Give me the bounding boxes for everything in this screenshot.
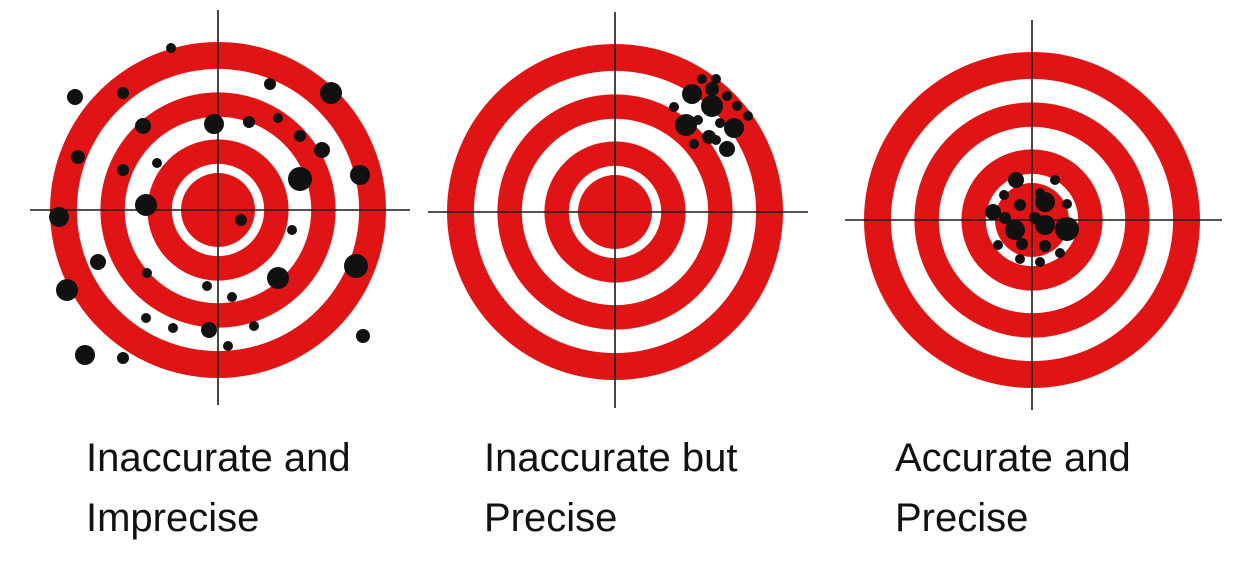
shot-hole bbox=[344, 254, 368, 278]
shot-hole bbox=[675, 114, 697, 136]
shot-hole bbox=[75, 345, 95, 365]
shot-hole bbox=[142, 268, 152, 278]
caption-accurate-precise: Accurate and Precise bbox=[895, 428, 1131, 548]
shot-hole bbox=[49, 207, 69, 227]
shot-hole bbox=[1055, 217, 1079, 241]
shot-hole bbox=[202, 281, 212, 291]
shot-hole bbox=[117, 87, 129, 99]
shot-hole bbox=[356, 329, 370, 343]
shot-hole bbox=[320, 82, 342, 104]
shot-hole bbox=[732, 101, 742, 111]
shot-hole bbox=[1039, 240, 1051, 252]
shot-hole bbox=[67, 89, 83, 105]
caption-line: Precise bbox=[895, 496, 1029, 540]
caption-inaccurate-imprecise: Inaccurate and Imprecise bbox=[86, 428, 351, 548]
shot-hole bbox=[1035, 257, 1045, 267]
shot-hole bbox=[90, 254, 106, 270]
shot-hole bbox=[689, 139, 699, 149]
caption-line: Precise bbox=[484, 496, 618, 540]
caption-line: Inaccurate and bbox=[86, 436, 351, 480]
target-inaccurate-imprecise bbox=[30, 10, 410, 405]
shot-hole bbox=[135, 118, 151, 134]
shot-hole bbox=[1014, 199, 1026, 211]
caption-line: Inaccurate but bbox=[484, 436, 738, 480]
shot-hole bbox=[201, 322, 217, 338]
shot-hole bbox=[264, 78, 276, 90]
shot-hole bbox=[168, 323, 178, 333]
shot-hole bbox=[135, 194, 157, 216]
shot-hole bbox=[287, 225, 297, 235]
shot-hole bbox=[711, 135, 721, 145]
shot-hole bbox=[743, 111, 753, 121]
caption-inaccurate-precise: Inaccurate but Precise bbox=[484, 428, 738, 548]
shot-hole bbox=[993, 240, 1003, 250]
caption-line: Imprecise bbox=[86, 496, 260, 540]
shot-hole bbox=[294, 130, 306, 142]
shot-hole bbox=[249, 321, 259, 331]
shot-hole bbox=[204, 114, 224, 134]
shot-hole bbox=[117, 164, 129, 176]
shot-hole bbox=[705, 82, 719, 96]
shot-hole bbox=[719, 141, 735, 157]
shot-hole bbox=[1035, 192, 1055, 212]
shot-hole bbox=[724, 118, 744, 138]
shot-hole bbox=[697, 74, 707, 84]
shot-hole bbox=[1015, 254, 1025, 264]
shot-hole bbox=[56, 279, 78, 301]
shot-hole bbox=[999, 212, 1011, 224]
caption-line: Accurate and bbox=[895, 436, 1131, 480]
shot-hole bbox=[682, 84, 702, 104]
shot-hole bbox=[1008, 172, 1024, 188]
shot-hole bbox=[141, 313, 151, 323]
shot-hole bbox=[722, 91, 732, 101]
shot-hole bbox=[267, 267, 289, 289]
shot-hole bbox=[117, 352, 129, 364]
target-inaccurate-precise bbox=[428, 12, 808, 408]
target-accurate-precise bbox=[845, 20, 1222, 410]
shot-hole bbox=[223, 341, 233, 351]
shot-hole bbox=[227, 292, 237, 302]
shot-hole bbox=[669, 102, 679, 112]
shot-hole bbox=[166, 43, 176, 53]
shot-hole bbox=[350, 165, 370, 185]
shot-hole bbox=[1050, 175, 1060, 185]
shot-hole bbox=[1055, 248, 1065, 258]
shot-hole bbox=[152, 158, 162, 168]
shot-hole bbox=[288, 167, 312, 191]
shot-hole bbox=[243, 116, 255, 128]
shot-hole bbox=[314, 142, 330, 158]
shot-hole bbox=[1005, 220, 1025, 240]
shot-hole bbox=[701, 95, 723, 117]
shot-hole bbox=[1035, 215, 1055, 235]
shot-hole bbox=[985, 204, 1001, 220]
shot-hole bbox=[1062, 199, 1072, 209]
shot-hole bbox=[273, 113, 283, 123]
shot-hole bbox=[715, 118, 725, 128]
shot-hole bbox=[999, 190, 1009, 200]
shot-hole bbox=[711, 74, 721, 84]
shot-hole bbox=[71, 150, 85, 164]
shot-hole bbox=[1016, 238, 1028, 250]
shot-hole bbox=[235, 214, 247, 226]
